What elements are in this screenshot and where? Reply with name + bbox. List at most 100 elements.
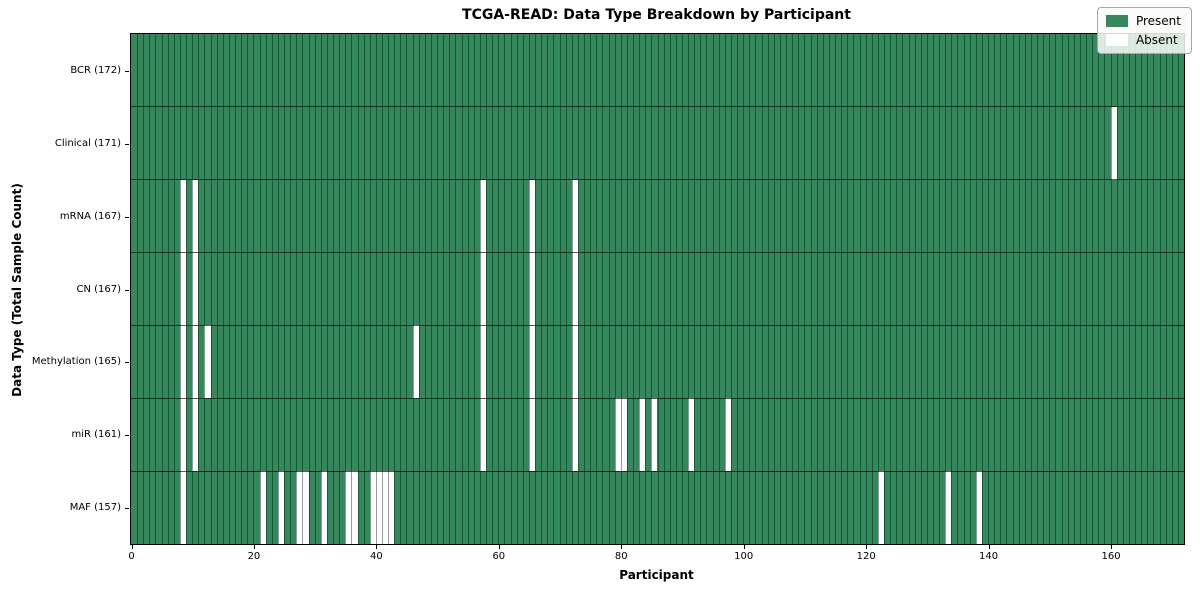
participant-gridline bbox=[302, 34, 304, 544]
participant-gridline bbox=[308, 34, 310, 544]
participant-gridline bbox=[724, 34, 726, 544]
participant-gridline bbox=[461, 34, 463, 544]
participant-gridline bbox=[369, 34, 371, 544]
participant-gridline bbox=[418, 34, 420, 544]
participant-gridline bbox=[853, 34, 855, 544]
participant-gridline bbox=[651, 34, 653, 544]
row-band-miR bbox=[131, 398, 1184, 472]
absent-bar bbox=[192, 398, 199, 472]
absent-bar bbox=[192, 325, 199, 399]
participant-gridline bbox=[479, 34, 481, 544]
x-tick-label: 140 bbox=[979, 551, 999, 562]
participant-gridline bbox=[290, 34, 292, 544]
participant-gridline bbox=[222, 34, 224, 544]
legend: Present Absent bbox=[1096, 7, 1192, 54]
absent-bar bbox=[369, 471, 376, 544]
participant-gridline bbox=[1061, 34, 1063, 544]
absent-bar bbox=[479, 252, 487, 326]
participant-gridline bbox=[761, 34, 763, 544]
participant-gridline bbox=[522, 34, 524, 544]
participant-gridline bbox=[412, 34, 414, 544]
x-tick-mark bbox=[131, 545, 133, 549]
participant-gridline bbox=[1000, 34, 1002, 544]
row-band-mRNA bbox=[131, 179, 1184, 253]
participant-gridline bbox=[571, 34, 573, 544]
participant-gridline bbox=[663, 34, 665, 544]
y-tick-label-Clinical: Clinical (171) bbox=[54, 137, 121, 149]
participant-gridline bbox=[394, 34, 396, 544]
participant-gridline bbox=[841, 34, 843, 544]
participant-gridline bbox=[1116, 34, 1118, 544]
participant-gridline bbox=[792, 34, 794, 544]
participant-gridline bbox=[388, 34, 390, 544]
participant-gridline bbox=[1141, 34, 1143, 544]
participant-gridline bbox=[547, 34, 549, 544]
x-tick-mark bbox=[743, 545, 745, 549]
participant-gridline bbox=[939, 34, 941, 544]
participant-gridline bbox=[596, 34, 598, 544]
x-tick-mark bbox=[376, 545, 378, 549]
participant-gridline bbox=[890, 34, 892, 544]
row-separator bbox=[131, 324, 1184, 326]
absent-bar bbox=[688, 398, 695, 472]
participant-gridline bbox=[743, 34, 745, 544]
legend-item-absent: Absent bbox=[1105, 33, 1181, 47]
participant-gridline bbox=[1122, 34, 1124, 544]
participant-gridline bbox=[326, 34, 328, 544]
absent-bar bbox=[1110, 106, 1117, 180]
participant-gridline bbox=[351, 34, 353, 544]
participant-gridline bbox=[167, 34, 169, 544]
participant-gridline bbox=[730, 34, 732, 544]
participant-gridline bbox=[155, 34, 157, 544]
row-separator bbox=[131, 106, 1184, 108]
absent-bar bbox=[528, 179, 536, 253]
participant-gridline bbox=[1049, 34, 1051, 544]
participant-gridline bbox=[210, 34, 212, 544]
absent-bar bbox=[571, 325, 578, 399]
participant-gridline bbox=[798, 34, 800, 544]
participant-gridline bbox=[1012, 34, 1014, 544]
participant-gridline bbox=[1110, 34, 1112, 544]
participant-gridline bbox=[669, 34, 671, 544]
participant-gridline bbox=[1006, 34, 1008, 544]
participant-gridline bbox=[969, 34, 971, 544]
y-tick-label-miR: miR (161) bbox=[71, 429, 121, 441]
participant-gridline bbox=[492, 34, 494, 544]
participant-gridline bbox=[1086, 34, 1088, 544]
y-tick-mark bbox=[125, 216, 129, 218]
participant-gridline bbox=[216, 34, 218, 544]
y-tick-mark bbox=[125, 435, 129, 437]
participant-gridline bbox=[1165, 34, 1167, 544]
participant-gridline bbox=[1159, 34, 1161, 544]
participant-gridline bbox=[963, 34, 965, 544]
participant-gridline bbox=[565, 34, 567, 544]
y-tick-label-BCR: BCR (172) bbox=[70, 64, 121, 76]
participant-gridline bbox=[914, 34, 916, 544]
participant-gridline bbox=[333, 34, 335, 544]
x-tick-label: 120 bbox=[856, 551, 876, 562]
absent-bar bbox=[528, 398, 536, 472]
participant-gridline bbox=[896, 34, 898, 544]
participant-gridline bbox=[1043, 34, 1045, 544]
absent-bar bbox=[382, 471, 389, 544]
participant-gridline bbox=[1018, 34, 1020, 544]
participant-gridline bbox=[865, 34, 867, 544]
participant-gridline bbox=[357, 34, 359, 544]
participant-gridline bbox=[455, 34, 457, 544]
x-tick-mark bbox=[498, 545, 500, 549]
y-tick-mark bbox=[125, 508, 129, 510]
participant-gridline bbox=[345, 34, 347, 544]
participant-gridline bbox=[1153, 34, 1155, 544]
participant-gridline bbox=[504, 34, 506, 544]
x-tick-label: 160 bbox=[1101, 551, 1121, 562]
participant-gridline bbox=[908, 34, 910, 544]
participant-gridline bbox=[516, 34, 518, 544]
participant-gridline bbox=[498, 34, 500, 544]
absent-bar bbox=[945, 471, 952, 544]
participant-gridline bbox=[584, 34, 586, 544]
participant-gridline bbox=[198, 34, 200, 544]
participant-gridline bbox=[179, 34, 181, 544]
absent-bar bbox=[651, 398, 658, 472]
participant-gridline bbox=[192, 34, 194, 544]
